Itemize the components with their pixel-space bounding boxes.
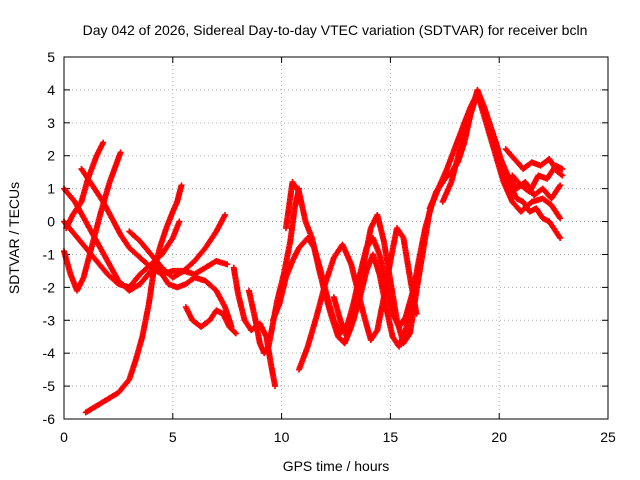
data-point bbox=[231, 329, 238, 336]
y-tick-label: -3 bbox=[43, 312, 56, 328]
series-track-18 bbox=[502, 146, 566, 179]
chart-title: Day 042 of 2026, Sidereal Day-to-day VTE… bbox=[83, 22, 588, 38]
series-track-6 bbox=[82, 182, 185, 416]
x-tick-label: 0 bbox=[60, 429, 68, 445]
series-track-4 bbox=[61, 218, 183, 291]
data-point bbox=[272, 383, 279, 390]
y-tick-label: -5 bbox=[43, 378, 56, 394]
y-tick-label: 4 bbox=[47, 82, 55, 98]
x-axis-label: GPS time / hours bbox=[283, 458, 390, 474]
y-tick-label: 2 bbox=[47, 148, 55, 164]
axis-ticks: 0 5 10 15 20 25 -6 -5 -4 -3 -2 -1 0 1 2 3 4 5 bbox=[43, 49, 616, 445]
y-tick-label: 5 bbox=[47, 49, 55, 65]
data-point bbox=[178, 182, 185, 189]
data-point bbox=[232, 330, 239, 337]
x-tick-label: 10 bbox=[274, 429, 290, 445]
y-tick-label: -4 bbox=[43, 345, 56, 361]
y-tick-label: -2 bbox=[43, 279, 56, 295]
series-track-19 bbox=[509, 162, 566, 195]
data-point bbox=[222, 211, 229, 218]
y-axis-label: SDTVAR / TECUs bbox=[6, 182, 22, 294]
data-point bbox=[176, 218, 183, 225]
data-point bbox=[559, 172, 566, 179]
data-point bbox=[559, 165, 566, 172]
y-tick-label: -1 bbox=[43, 246, 56, 262]
data-point bbox=[413, 310, 420, 317]
data-point bbox=[100, 139, 107, 146]
y-tick-label: 3 bbox=[47, 115, 55, 131]
series-track-9 bbox=[182, 304, 239, 337]
data-point bbox=[557, 215, 564, 222]
data-point bbox=[224, 261, 231, 268]
series-track-7 bbox=[126, 211, 229, 281]
y-tick-label: -6 bbox=[43, 411, 56, 427]
data-point bbox=[557, 235, 564, 241]
x-tick-label: 15 bbox=[383, 429, 399, 445]
data-point bbox=[117, 149, 124, 156]
series-track-1 bbox=[61, 149, 124, 294]
series-track-17 bbox=[439, 90, 564, 222]
x-tick-label: 25 bbox=[600, 429, 616, 445]
y-tick-label: 0 bbox=[47, 214, 55, 230]
y-tick-label: 1 bbox=[47, 181, 55, 197]
x-tick-label: 5 bbox=[169, 429, 177, 445]
plot-frame bbox=[63, 56, 609, 420]
x-tick-label: 20 bbox=[491, 429, 507, 445]
data-marks bbox=[61, 86, 566, 416]
data-point bbox=[557, 182, 564, 189]
